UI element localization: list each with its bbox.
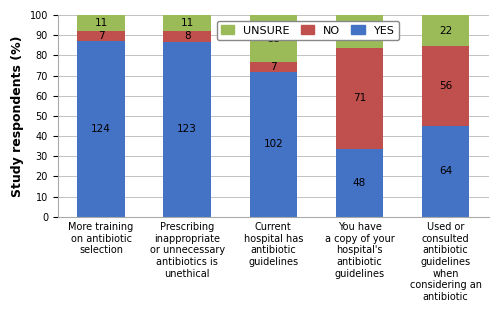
Bar bbox=[422, 126, 470, 217]
Text: 124: 124 bbox=[91, 124, 111, 134]
Text: 102: 102 bbox=[264, 139, 283, 149]
Bar bbox=[250, 15, 297, 62]
Bar bbox=[250, 62, 297, 72]
Bar bbox=[164, 15, 211, 31]
Text: 33: 33 bbox=[266, 33, 280, 44]
Text: 7: 7 bbox=[98, 31, 104, 41]
Text: 11: 11 bbox=[94, 18, 108, 28]
Text: 123: 123 bbox=[178, 124, 197, 134]
Y-axis label: Study respondents (%): Study respondents (%) bbox=[11, 35, 24, 197]
Bar bbox=[336, 15, 383, 48]
Legend: UNSURE, NO, YES: UNSURE, NO, YES bbox=[216, 21, 399, 40]
Bar bbox=[78, 31, 124, 41]
Text: 7: 7 bbox=[270, 62, 276, 72]
Bar bbox=[422, 46, 470, 126]
Text: 71: 71 bbox=[353, 93, 366, 103]
Bar bbox=[78, 41, 124, 217]
Text: 23: 23 bbox=[353, 26, 366, 36]
Bar bbox=[250, 72, 297, 217]
Bar bbox=[78, 15, 124, 31]
Bar bbox=[164, 31, 211, 42]
Bar bbox=[336, 48, 383, 149]
Text: 8: 8 bbox=[184, 31, 190, 41]
Text: 48: 48 bbox=[353, 178, 366, 188]
Text: 22: 22 bbox=[439, 26, 452, 36]
Text: 56: 56 bbox=[439, 81, 452, 91]
Bar bbox=[422, 15, 470, 46]
Bar bbox=[336, 149, 383, 217]
Text: 64: 64 bbox=[439, 166, 452, 176]
Text: 11: 11 bbox=[180, 18, 194, 28]
Bar bbox=[164, 42, 211, 217]
